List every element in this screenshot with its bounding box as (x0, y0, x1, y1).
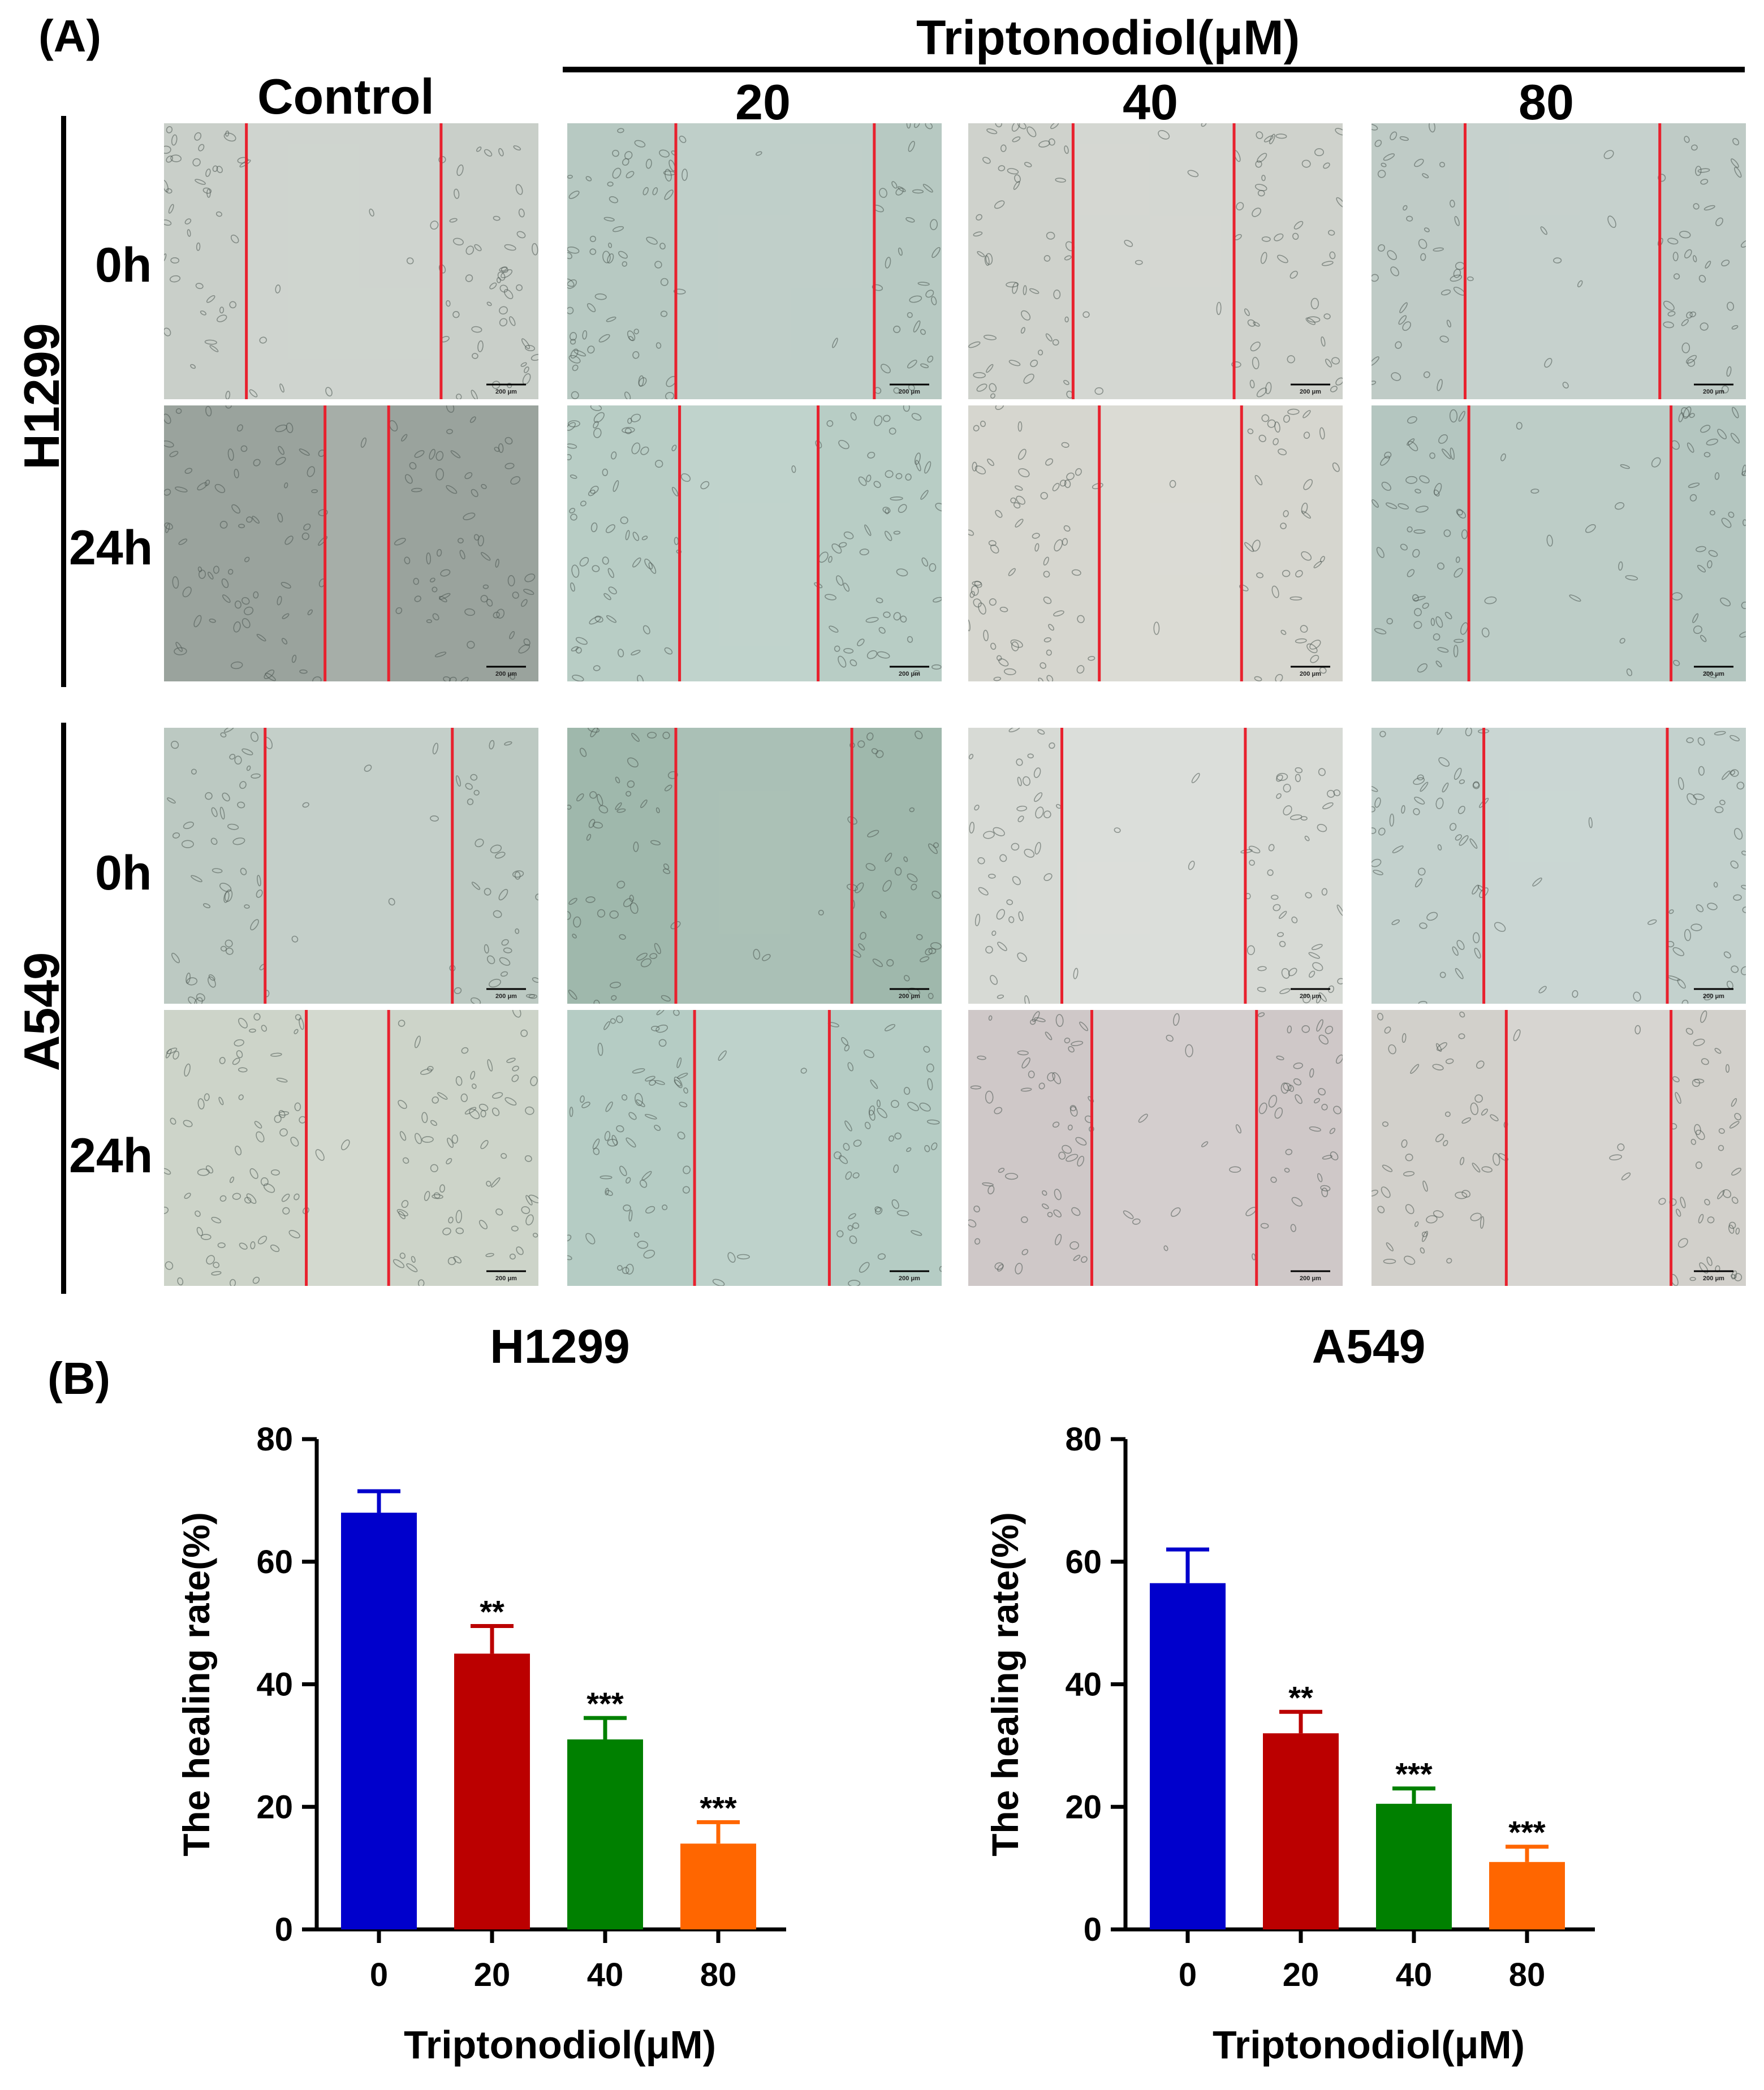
h1299-y-tick-label: 0 (275, 1911, 293, 1948)
a549-x-tick-label: 0 (1179, 1957, 1197, 1993)
treatment-header: Triptonodiol(μM) (916, 11, 1300, 65)
panel-b-label: (B) (48, 1353, 111, 1404)
scale-bar-label: 200 μm (1300, 1275, 1321, 1282)
h1299-x-tick-label: 20 (474, 1957, 511, 1993)
chart-a549: A549 0 20 40 60 80 The healing rate(%) 0 ** 20 ***… (984, 1323, 1595, 2067)
treatment-header-rule (563, 67, 1745, 72)
h1299-bar-20 (454, 1653, 530, 1929)
micrograph-h1299-0h-control: 200 μm (164, 123, 538, 399)
column-header-80: 80 (1519, 74, 1574, 130)
scale-bar-label: 200 μm (1300, 671, 1321, 677)
a549-y-axis-label: The healing rate(%) (984, 1512, 1026, 1856)
a549-bracket (61, 723, 66, 1294)
column-header-40: 40 (1123, 74, 1178, 130)
chart-h1299: H1299 0 20 40 60 80 The healing rate(%) 0 ** 20 **… (175, 1323, 786, 2067)
scale-bar-label: 200 μm (899, 388, 920, 395)
micrograph-h1299-24h-20: 200 μm (567, 405, 942, 681)
micrograph-a549-0h-control: 200 μm (164, 728, 538, 1004)
scale-bar-label: 200 μm (495, 388, 517, 395)
micrograph-h1299-24h-80: 200 μm (1371, 405, 1746, 681)
a549-bar-20 (1263, 1733, 1339, 1929)
h1299-x-axis-label: Triptonodiol(μM) (404, 2023, 716, 2067)
h1299-bracket (61, 116, 66, 687)
micrograph-a549-0h-80: 200 μm (1371, 728, 1746, 1004)
micrograph-a549-0h-40: 200 μm (968, 728, 1343, 1004)
h1299-significance-mark: *** (700, 1790, 737, 1825)
a549-bar-80 (1489, 1862, 1565, 1929)
micrograph-a549-24h-40: 200 μm (968, 1010, 1343, 1286)
h1299-y-axis-label: The healing rate(%) (175, 1512, 217, 1856)
scale-bar-label: 200 μm (495, 1275, 517, 1282)
cell-line-label-a549: A549 (14, 952, 70, 1072)
micrograph-h1299-0h-40: 200 μm (968, 123, 1343, 399)
a549-y-tick-label: 40 (1065, 1666, 1102, 1703)
a549-x-tick-label: 20 (1283, 1957, 1319, 1993)
h1299-x-tick-label: 0 (370, 1957, 388, 1993)
scale-bar-label: 200 μm (899, 1275, 920, 1282)
scale-bar-label: 200 μm (1300, 388, 1321, 395)
h1299-y-tick-label: 20 (256, 1789, 293, 1825)
scale-bar-label: 200 μm (899, 671, 920, 677)
micrograph-h1299-0h-20: 200 μm (567, 123, 942, 399)
a549-x-axis-label: Triptonodiol(μM) (1213, 2023, 1525, 2067)
scale-bar-label: 200 μm (899, 993, 920, 1000)
cell-line-label-h1299: H1299 (14, 323, 70, 470)
scale-bar-label: 200 μm (1300, 993, 1321, 1000)
scale-bar-label: 200 μm (1703, 993, 1724, 1000)
h1299-y-tick-label: 80 (256, 1421, 293, 1458)
h1299-bar-80 (680, 1843, 756, 1929)
a549-chart-title: A549 (1312, 1323, 1426, 1373)
h1299-significance-mark: *** (586, 1686, 624, 1721)
a549-bar-40 (1376, 1803, 1452, 1929)
scale-bar-label: 200 μm (495, 993, 517, 1000)
a549-significance-mark: *** (1395, 1756, 1433, 1792)
h1299-y-tick-label: 60 (256, 1544, 293, 1581)
h1299-x-tick-label: 40 (587, 1957, 624, 1993)
a549-x-tick-label: 80 (1509, 1957, 1546, 1993)
column-header-control: Control (257, 68, 434, 124)
h1299-chart-title: H1299 (490, 1323, 630, 1373)
h1299-x-tick-label: 80 (700, 1957, 737, 1993)
scale-bar-label: 200 μm (1703, 1275, 1724, 1282)
h1299-y-tick-label: 40 (256, 1666, 293, 1703)
scale-bar-label: 200 μm (1703, 388, 1724, 395)
micrograph-a549-24h-80: 200 μm (1371, 1010, 1746, 1286)
column-header-20: 20 (735, 74, 791, 130)
time-label-h1299-24h: 24h (69, 521, 153, 575)
micrograph-h1299-24h-40: 200 μm (968, 405, 1343, 681)
a549-x-tick-label: 40 (1396, 1957, 1433, 1993)
a549-significance-mark: *** (1508, 1815, 1546, 1850)
panel-a-label: (A) (38, 11, 102, 61)
a549-y-tick-label: 60 (1065, 1544, 1102, 1581)
micrograph-a549-24h-control: 200 μm (164, 1010, 538, 1286)
scale-bar-label: 200 μm (495, 671, 517, 677)
a549-y-tick-label: 20 (1065, 1789, 1102, 1825)
time-label-a549-24h: 24h (69, 1129, 153, 1183)
micrograph-a549-24h-20: 200 μm (567, 1010, 942, 1286)
scale-bar-label: 200 μm (1703, 671, 1724, 677)
a549-bar-0 (1150, 1583, 1226, 1929)
micrograph-h1299-0h-80: 200 μm (1371, 123, 1746, 399)
micrograph-a549-0h-20: 200 μm (567, 728, 942, 1004)
h1299-bar-40 (567, 1739, 643, 1929)
a549-y-tick-label: 80 (1065, 1421, 1102, 1458)
h1299-bar-0 (341, 1513, 417, 1929)
time-label-h1299-0h: 0h (95, 238, 152, 292)
a549-significance-mark: ** (1288, 1679, 1313, 1715)
micrograph-h1299-24h-control: 200 μm (164, 405, 538, 681)
h1299-significance-mark: ** (480, 1594, 504, 1630)
a549-y-tick-label: 0 (1084, 1911, 1102, 1948)
time-label-a549-0h: 0h (95, 846, 152, 900)
